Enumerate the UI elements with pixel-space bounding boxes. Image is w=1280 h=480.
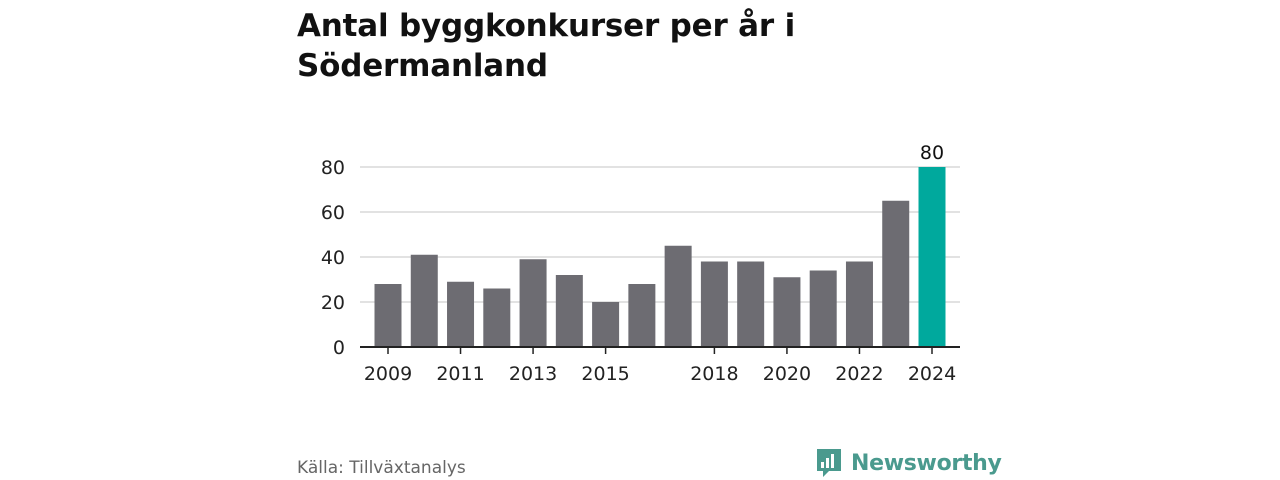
x-tick-label: 2020 <box>763 363 811 385</box>
y-tick-label: 80 <box>321 157 345 179</box>
bar-2022 <box>845 261 873 347</box>
logo-text: Newsworthy <box>851 450 1002 476</box>
bar-2012 <box>483 288 511 347</box>
x-tick-label: 2009 <box>364 363 412 385</box>
source-note: Källa: Tillväxtanalys <box>297 458 466 478</box>
x-tick-label: 2013 <box>509 363 557 385</box>
bar-2015 <box>592 302 620 347</box>
data-label-highlight: 80 <box>920 142 944 164</box>
y-tick-label: 20 <box>321 292 345 314</box>
bar-2021 <box>809 270 837 347</box>
bar-2024 <box>918 167 946 347</box>
y-tick-label: 60 <box>321 202 345 224</box>
y-tick-label: 0 <box>333 337 345 359</box>
bar-chart: 0 20 40 60 80 80 2009 2011 2013 2015 2018 2020 2022 2… <box>321 142 960 385</box>
bar-2016 <box>628 284 656 347</box>
x-tick-label: 2015 <box>581 363 629 385</box>
bar-2019 <box>737 261 765 347</box>
bar-2017 <box>664 245 692 347</box>
newsworthy-logo[interactable]: Newsworthy <box>815 446 1002 480</box>
bar-2011 <box>447 281 475 347</box>
bar-2020 <box>773 277 801 347</box>
y-tick-label: 40 <box>321 247 345 269</box>
chart-title: Antal byggkonkurser per år i Södermanlan… <box>297 8 795 84</box>
x-tick-label: 2024 <box>908 363 956 385</box>
x-tick-label: 2011 <box>436 363 484 385</box>
bar-2014 <box>555 275 583 347</box>
x-tick-label: 2018 <box>690 363 738 385</box>
bar-2009 <box>374 284 402 347</box>
bar-2018 <box>700 261 728 347</box>
x-tick-label: 2022 <box>835 363 883 385</box>
bar-2010 <box>410 254 438 347</box>
newsworthy-logo-icon <box>817 449 841 477</box>
bar-2013 <box>519 259 547 347</box>
bar-2023 <box>882 200 910 347</box>
